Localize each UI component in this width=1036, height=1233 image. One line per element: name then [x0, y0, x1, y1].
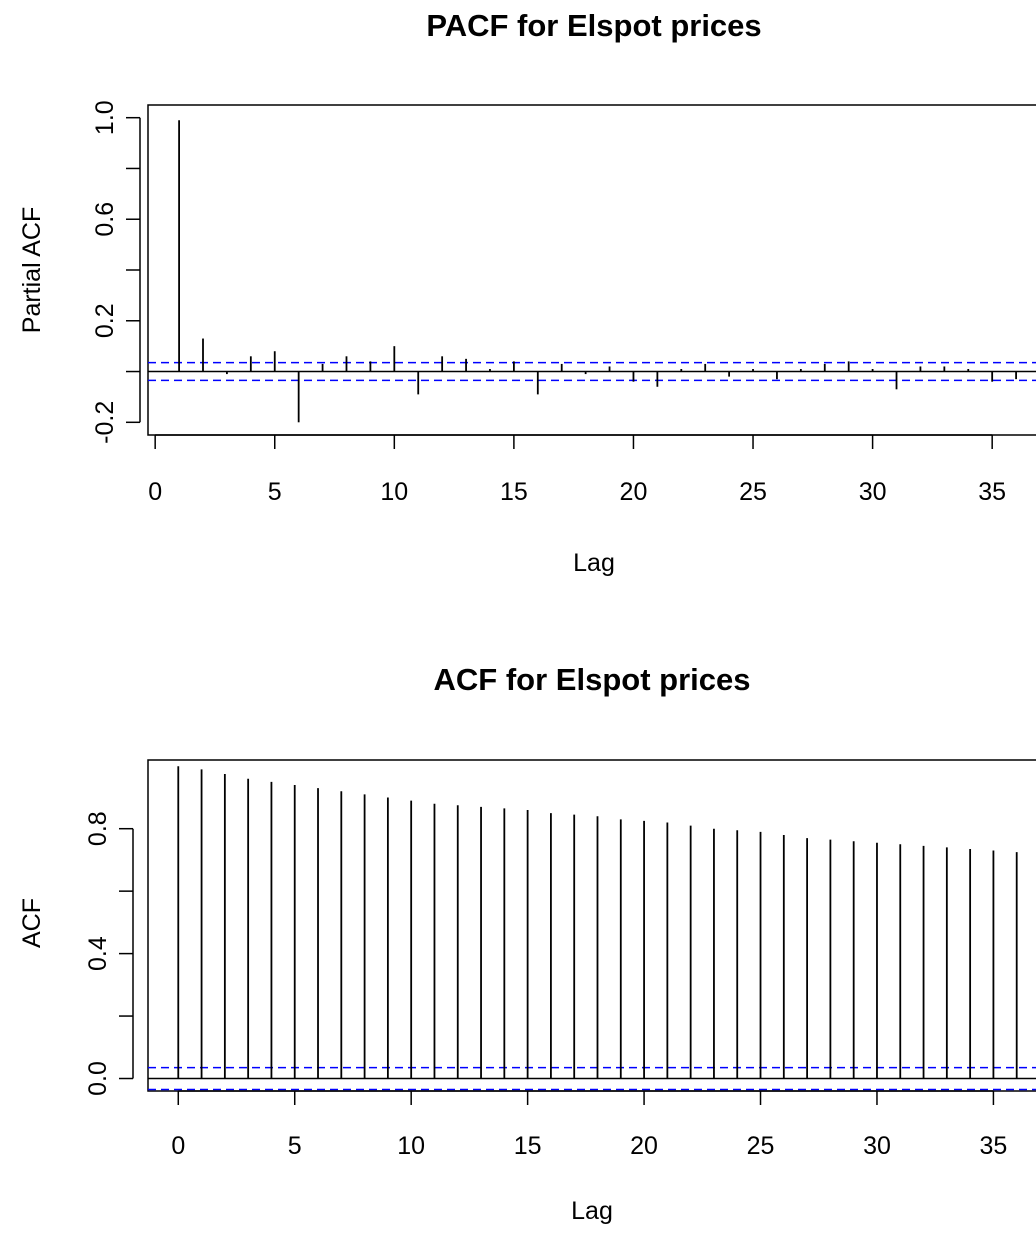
chart-title: ACF for Elspot prices	[434, 662, 751, 697]
x-tick-label: 0	[148, 478, 162, 506]
plot-frame	[147, 104, 1036, 436]
x-axis-label: Lag	[573, 549, 615, 577]
x-tick-label: 20	[630, 1132, 658, 1160]
y-axis-label: ACF	[18, 898, 46, 948]
y-tick-label: 0.2	[91, 303, 119, 338]
y-tick-label: -0.2	[91, 401, 119, 444]
x-axis-label: Lag	[571, 1197, 613, 1225]
x-tick-label: 20	[620, 478, 648, 506]
x-tick-label: 25	[747, 1132, 775, 1160]
x-tick-label: 25	[739, 478, 767, 506]
x-tick-label: 0	[171, 1132, 185, 1160]
y-axis-label: Partial ACF	[18, 207, 46, 333]
chart-title: PACF for Elspot prices	[426, 8, 761, 43]
x-tick-label: 35	[978, 478, 1006, 506]
x-tick-label: 15	[500, 478, 528, 506]
x-tick-label: 5	[268, 478, 282, 506]
x-tick-label: 10	[397, 1132, 425, 1160]
x-tick-label: 5	[288, 1132, 302, 1160]
plot-frame	[147, 759, 1036, 1092]
x-tick-label: 15	[514, 1132, 542, 1160]
y-tick-label: 0.8	[84, 811, 112, 846]
acf-chart: ACF for Elspot prices Lag ACF 0 5 10 15 20 25…	[18, 662, 1036, 1225]
x-tick-label: 30	[863, 1132, 891, 1160]
y-tick-label: 0.0	[84, 1061, 112, 1096]
x-tick-label: 10	[380, 478, 408, 506]
x-tick-label: 35	[980, 1132, 1008, 1160]
y-tick-label: 1.0	[91, 100, 119, 135]
y-tick-label: 0.4	[84, 936, 112, 971]
y-tick-label: 0.6	[91, 202, 119, 237]
x-tick-label: 30	[859, 478, 887, 506]
pacf-chart: PACF for Elspot prices Lag Partial ACF 0…	[18, 8, 1036, 577]
